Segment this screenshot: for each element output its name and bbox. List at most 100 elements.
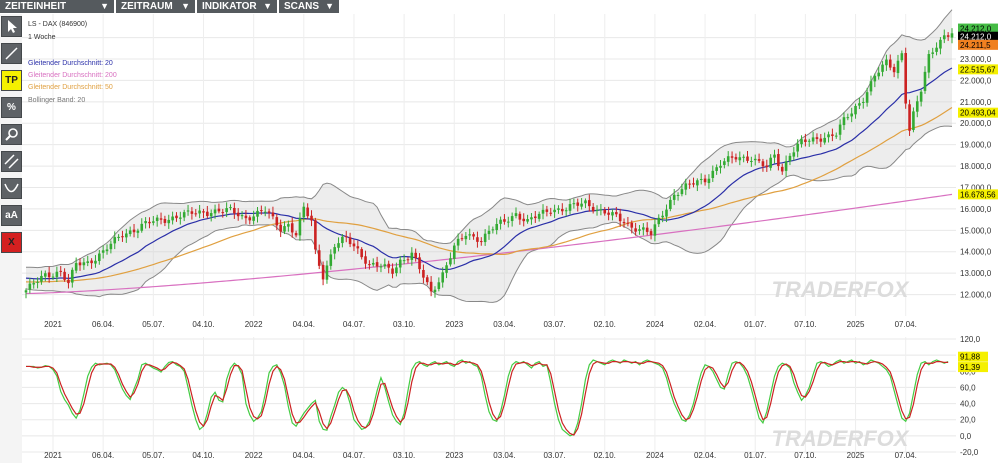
parallel-tool-button[interactable] xyxy=(1,151,22,172)
candle-body xyxy=(260,210,263,212)
candle-body xyxy=(769,157,772,168)
osc-x-tick-label: 07.04. xyxy=(895,451,917,460)
candle-body xyxy=(711,170,715,179)
candle-body xyxy=(927,54,931,73)
candle-body xyxy=(526,219,529,222)
candle-body xyxy=(429,281,433,292)
candle-body xyxy=(298,217,302,236)
candle-body xyxy=(90,260,93,264)
text-tool-button[interactable]: aA xyxy=(1,205,22,226)
osc-x-tick-label: 2025 xyxy=(847,451,865,460)
candle-body xyxy=(74,263,78,271)
candle-body xyxy=(788,155,792,162)
candle-body xyxy=(568,204,572,211)
candle-body xyxy=(225,208,228,213)
candle-body xyxy=(599,209,603,211)
candle-body xyxy=(194,213,198,215)
candle-body xyxy=(896,60,900,74)
price-label: 16.678,56 xyxy=(960,190,996,199)
menu-zeiteinheit[interactable]: ZEITEINHEIT ▼ xyxy=(0,0,114,13)
candle-body xyxy=(356,246,360,249)
candle-body xyxy=(171,216,174,221)
legend-bollinger: Bollinger Band: 20 xyxy=(28,97,85,104)
candle-body xyxy=(402,260,406,262)
candle-body xyxy=(873,75,877,82)
y-tick-label: 14.000,0 xyxy=(960,248,992,257)
menu-indikator[interactable]: INDIKATOR ▼ xyxy=(197,0,277,13)
candle-body xyxy=(669,199,672,209)
watermark: TRADERFOX xyxy=(772,277,910,302)
osc-y-tick-label: 0,0 xyxy=(960,432,972,441)
candle-body xyxy=(734,157,738,160)
candle-body xyxy=(202,211,205,213)
candle-body xyxy=(692,183,695,185)
candle-body xyxy=(510,216,514,222)
osc-x-tick-label: 01.07. xyxy=(744,451,766,460)
y-tick-label: 19.000,0 xyxy=(960,141,992,150)
candle-body xyxy=(267,211,271,213)
candle-body xyxy=(580,203,583,207)
candle-body xyxy=(28,283,32,290)
candle-body xyxy=(834,135,838,137)
candle-body xyxy=(638,229,641,231)
price-label: 22.515,67 xyxy=(960,65,996,74)
candle-body xyxy=(101,250,105,253)
candle-body xyxy=(449,258,452,265)
osc-x-tick-label: 04.04. xyxy=(293,451,315,460)
price-label-box xyxy=(958,31,998,42)
menu-scans[interactable]: SCANS ▼ xyxy=(279,0,339,13)
candle-body xyxy=(530,217,533,220)
ma200-line xyxy=(25,193,953,295)
candle-body xyxy=(209,213,213,217)
candle-body xyxy=(807,140,811,142)
candle-body xyxy=(445,265,448,273)
chart-subtitle: 1 Woche xyxy=(28,34,56,41)
candle-body xyxy=(827,134,830,138)
price-label: 24.212,0 xyxy=(960,25,992,34)
candle-body xyxy=(831,134,834,136)
delete-tool-button[interactable]: X xyxy=(1,232,22,253)
candle-body xyxy=(545,209,549,212)
candle-body xyxy=(738,157,742,161)
candle-body xyxy=(348,237,352,245)
percent-tool-button[interactable]: % xyxy=(1,97,22,118)
candle-body xyxy=(699,178,703,180)
candle-body xyxy=(152,221,155,223)
candle-body xyxy=(163,218,167,223)
candle-body xyxy=(414,252,417,259)
candle-body xyxy=(553,209,556,213)
candle-body xyxy=(86,261,90,263)
candle-body xyxy=(815,137,819,140)
candle-body xyxy=(757,159,761,161)
candle-body xyxy=(622,222,626,224)
line-tool-button[interactable] xyxy=(1,43,22,64)
candle-body xyxy=(395,267,398,274)
candle-body xyxy=(364,256,367,264)
candle-body xyxy=(649,231,653,235)
menu-zeitraum[interactable]: ZEITRAUM ▼ xyxy=(116,0,195,13)
tp-tool-button[interactable]: TP xyxy=(1,70,22,91)
candle-body xyxy=(233,207,236,214)
candle-body xyxy=(387,263,390,268)
parallel-lines-icon xyxy=(4,154,19,169)
osc-x-tick-label: 05.07. xyxy=(142,451,164,460)
candle-body xyxy=(908,104,911,131)
candle-body xyxy=(881,64,884,72)
candle-body xyxy=(379,266,383,268)
candle-body xyxy=(765,165,769,168)
candle-body xyxy=(452,245,456,259)
candle-body xyxy=(71,269,74,283)
y-tick-label: 13.000,0 xyxy=(960,269,992,278)
curve-tool-button[interactable] xyxy=(1,178,22,199)
chart-title: LS - DAX (846900) xyxy=(28,21,87,28)
y-tick-label: 21.000,0 xyxy=(960,98,992,107)
candle-body xyxy=(773,154,776,158)
x-tick-label: 02.04. xyxy=(694,320,716,329)
cursor-tool-button[interactable] xyxy=(1,16,22,37)
price-label: 24.211,5 xyxy=(960,41,991,50)
x-tick-label: 2022 xyxy=(245,320,263,329)
candle-body xyxy=(919,91,923,102)
zoom-tool-button[interactable] xyxy=(1,124,22,145)
candle-body xyxy=(939,39,942,49)
